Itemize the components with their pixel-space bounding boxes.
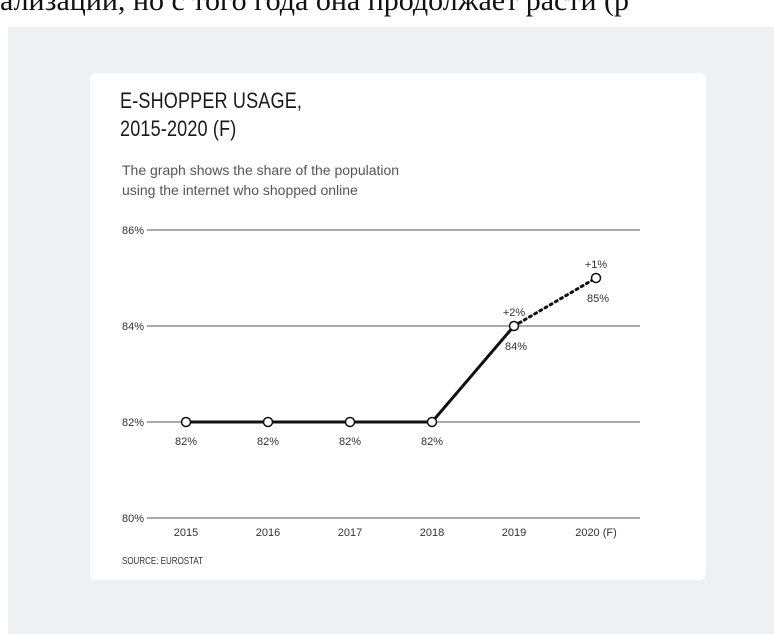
chart-title: E-SHOPPER USAGE, 2015-2020 (F) [120, 87, 302, 143]
chart-title-line-1: E-SHOPPER USAGE, [120, 88, 303, 113]
y-tick-label: 86% [122, 225, 144, 237]
data-label: 82% [339, 436, 361, 448]
change-label: +2% [503, 307, 526, 319]
data-point [426, 416, 438, 428]
chart-subtitle-line-1: The graph shows the share of the populat… [122, 162, 400, 178]
line-chart: 80% 82% 84% 86% 2015 2016 2017 2018 2019 2020 (F)… [122, 225, 640, 539]
data-point [590, 272, 602, 284]
series-line-forecast [512, 276, 598, 328]
x-tick-label: 2018 [420, 527, 444, 539]
x-tick-label: 2017 [338, 527, 362, 539]
chart-subtitle: The graph shows the share of the populat… [122, 160, 502, 200]
chart-title-line-2: 2015-2020 (F) [120, 116, 237, 141]
source-note: SOURCE: EUROSTAT [122, 556, 204, 567]
x-tick-label: 2015 [174, 527, 198, 539]
chart-card: E-SHOPPER USAGE, 2015-2020 (F) The graph… [90, 73, 706, 580]
y-tick-label: 84% [122, 321, 144, 333]
chart-subtitle-line-2: using the internet who shopped online [122, 182, 358, 198]
y-tick-label: 82% [122, 417, 144, 429]
change-label: +1% [585, 259, 608, 271]
data-point [344, 416, 356, 428]
data-label: 84% [505, 341, 527, 353]
y-tick-label: 80% [122, 513, 144, 525]
x-tick-label: 2016 [256, 527, 280, 539]
data-label: 82% [421, 436, 443, 448]
data-point [508, 320, 520, 332]
x-tick-label: 2019 [502, 527, 526, 539]
x-tick-label: 2020 (F) [575, 527, 617, 539]
data-point [262, 416, 274, 428]
data-label: 85% [587, 293, 609, 305]
data-label: 82% [257, 436, 279, 448]
data-label: 82% [175, 436, 197, 448]
background-document-text: ализации, но с того года она продолжает … [0, 0, 630, 17]
data-point [180, 416, 192, 428]
series-line-actual [186, 325, 516, 424]
